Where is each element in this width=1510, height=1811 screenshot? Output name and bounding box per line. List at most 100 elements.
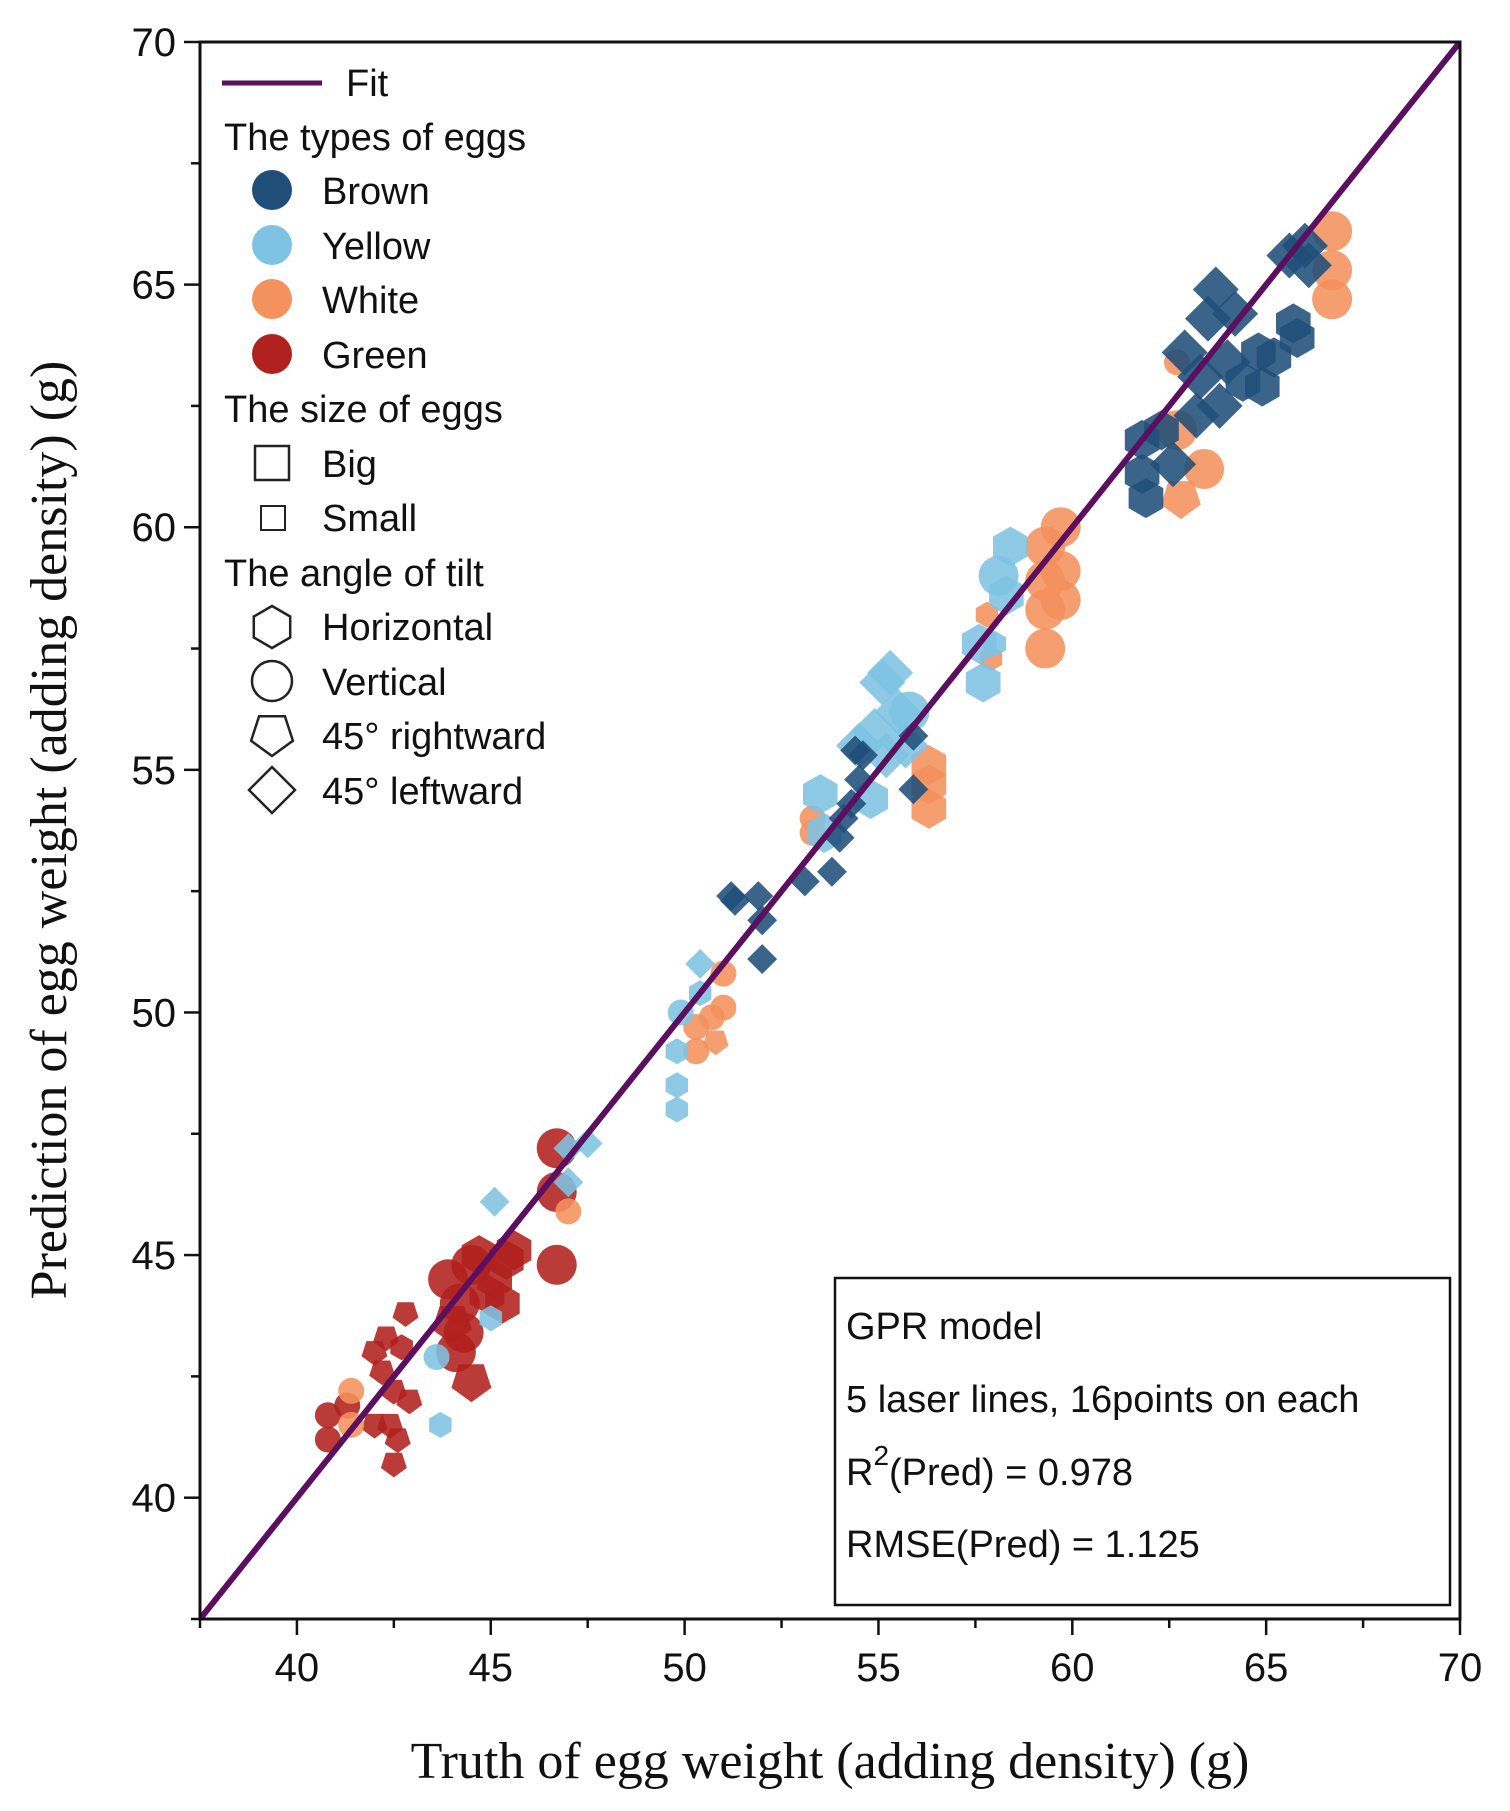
x-tick-label: 60 (1050, 1646, 1095, 1690)
x-tick-label: 50 (662, 1646, 707, 1690)
point-white-19 (1025, 628, 1066, 669)
legend-rightward-marker (249, 714, 295, 758)
point-brown-13 (898, 720, 929, 751)
legend-small-label: Small (322, 498, 417, 540)
point-brown-14 (898, 774, 929, 805)
y-tick-label: 60 (132, 506, 177, 550)
point-green-25 (451, 1364, 492, 1403)
point-brown-2 (743, 881, 774, 911)
legend-white-label: White (322, 280, 419, 322)
point-green-12 (361, 1413, 388, 1439)
legend-angle-title: The angle of tilt (224, 553, 484, 595)
y-tick-label: 65 (132, 264, 177, 308)
point-white-13 (911, 788, 947, 829)
y-axis-title: Prediction of egg weight (adding density… (21, 361, 78, 1300)
point-white-14 (975, 601, 999, 628)
point-green-24 (461, 1235, 497, 1276)
point-yellow-9 (665, 1038, 689, 1065)
stats-r2-prefix: R (846, 1452, 873, 1494)
axes (198, 40, 1462, 1621)
legend-leftward-marker (247, 765, 297, 815)
stats-model: GPR model (846, 1306, 1042, 1348)
stats-r2-rest: (Pred) = 0.978 (889, 1452, 1133, 1494)
point-yellow-4 (553, 1167, 584, 1198)
point-yellow-3 (479, 1186, 510, 1217)
point-white-2 (555, 1198, 582, 1225)
legend-size-title: The size of eggs (224, 389, 503, 431)
legend-brown-marker (252, 170, 292, 210)
legend-vertical-label: Vertical (322, 662, 447, 704)
point-green-9 (380, 1452, 407, 1478)
point-brown-12 (840, 735, 871, 766)
stats-rmse: RMSE(Pred) = 1.125 (846, 1524, 1200, 1566)
point-white-20 (1040, 507, 1081, 548)
x-tick-label: 70 (1438, 1646, 1483, 1690)
point-brown-27 (1212, 290, 1259, 337)
point-green-29 (536, 1244, 577, 1285)
point-white-4 (683, 1038, 710, 1065)
fit-line-layer (200, 42, 1460, 1619)
point-white-25 (1160, 481, 1201, 520)
x-tick-label: 40 (275, 1646, 320, 1690)
legend-leftward-label: 45° leftward (322, 771, 523, 813)
point-yellow-12 (685, 949, 716, 979)
stats-box-frame (833, 1276, 1452, 1607)
point-white-29 (1312, 279, 1353, 320)
point-yellow-28 (993, 526, 1028, 567)
point-white-7 (710, 994, 737, 1021)
point-brown-36 (1285, 242, 1332, 289)
y-tick-label: 40 (132, 1477, 177, 1521)
tick-marks: 40 45 50 55 60 65 70 40 45 50 55 60 65 70 (132, 21, 1483, 1690)
point-yellow-18 (867, 649, 914, 696)
point-yellow-0 (429, 1411, 452, 1438)
y-tick-label: 55 (132, 749, 177, 793)
legend-rightward-label: 45° rightward (322, 716, 546, 758)
point-brown-19 (1150, 441, 1197, 488)
point-yellow-7 (665, 1096, 689, 1123)
x-tick-label: 45 (469, 1646, 514, 1690)
legend-big-label: Big (322, 444, 377, 486)
plot-area (200, 42, 1460, 1619)
y-tick-label: 45 (132, 1234, 177, 1278)
point-white-26 (1184, 449, 1225, 489)
point-yellow-25 (965, 662, 1001, 703)
stats-box: GPR model 5 laser lines, 16points on eac… (833, 1276, 1452, 1607)
point-white-22 (1040, 580, 1081, 620)
point-white-0 (338, 1377, 365, 1404)
legend-yellow-label: Yellow (322, 226, 431, 268)
point-yellow-29 (983, 630, 1006, 657)
legend-white-marker (252, 279, 292, 319)
point-green-8 (384, 1428, 411, 1454)
point-yellow-13 (803, 774, 838, 815)
x-axis-title: Truth of egg weight (adding density) (g) (411, 1733, 1250, 1790)
legend-types-title: The types of eggs (224, 117, 526, 159)
fit-line (200, 42, 1460, 1619)
legend-green-label: Green (322, 335, 428, 377)
legend-horizontal-label: Horizontal (322, 607, 493, 649)
legend-fit-label: Fit (346, 63, 389, 105)
legend-small-marker (260, 505, 286, 531)
point-white-6 (710, 960, 737, 987)
point-green-10 (392, 1302, 419, 1327)
legend: Fit The types of eggs Brown Yellow White… (222, 63, 546, 815)
point-brown-6 (817, 856, 847, 887)
point-green-11 (396, 1389, 423, 1415)
point-yellow-6 (572, 1128, 603, 1159)
plot-frame (198, 40, 1462, 1621)
stats-r2-sup: 2 (873, 1440, 889, 1471)
stats-r2: R2(Pred) = 0.978 (846, 1440, 1133, 1494)
point-brown-17 (1128, 478, 1164, 519)
legend-brown-label: Brown (322, 171, 430, 213)
legend-vertical-marker (250, 659, 294, 703)
point-brown-33 (1279, 318, 1315, 358)
y-tick-label: 50 (132, 991, 177, 1035)
point-brown-7 (824, 822, 855, 853)
point-brown-3 (747, 944, 778, 974)
point-yellow-1 (423, 1344, 450, 1370)
point-green-0 (314, 1402, 341, 1429)
point-yellow-27 (989, 575, 1024, 616)
legend-big-marker (253, 444, 291, 482)
point-white-21 (1040, 550, 1081, 591)
legend-green-marker (252, 334, 292, 374)
